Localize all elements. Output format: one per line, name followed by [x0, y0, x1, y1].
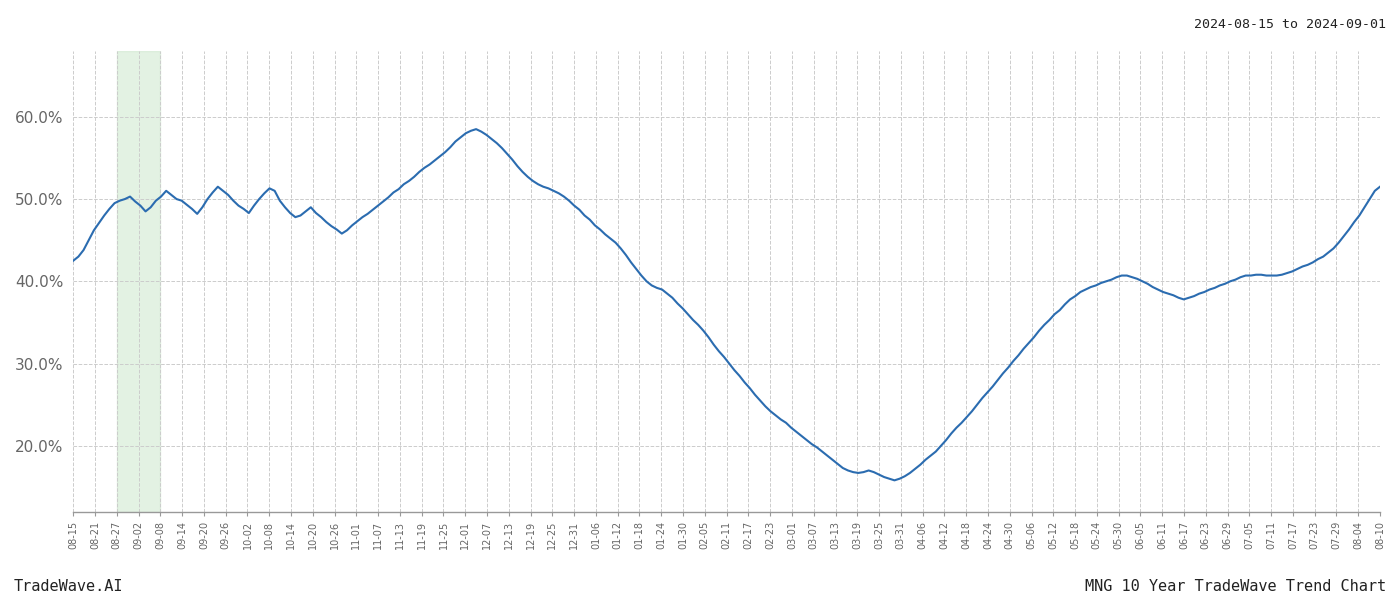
- Bar: [116, 51, 161, 512]
- Text: MNG 10 Year TradeWave Trend Chart: MNG 10 Year TradeWave Trend Chart: [1085, 579, 1386, 594]
- Text: 2024-08-15 to 2024-09-01: 2024-08-15 to 2024-09-01: [1194, 18, 1386, 31]
- Text: TradeWave.AI: TradeWave.AI: [14, 579, 123, 594]
